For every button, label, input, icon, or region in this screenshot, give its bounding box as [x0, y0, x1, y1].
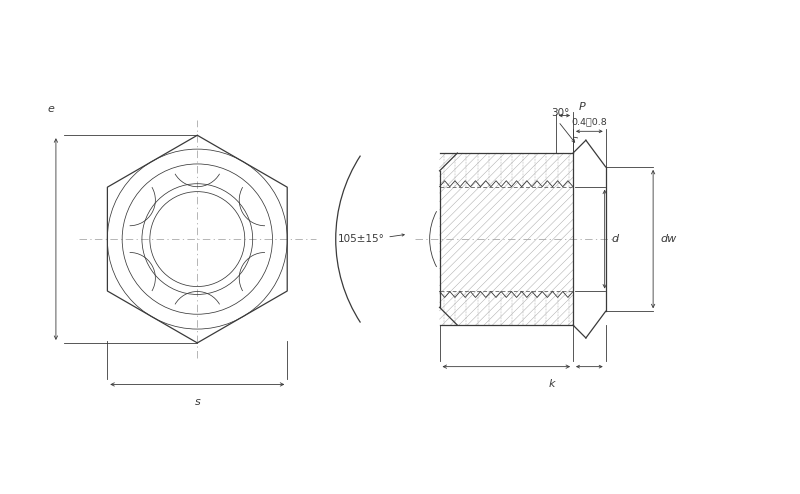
Text: 105±15°: 105±15°: [338, 234, 385, 244]
Text: 30°: 30°: [551, 109, 570, 119]
Text: dw: dw: [660, 234, 676, 244]
Text: d: d: [611, 234, 618, 244]
Text: P: P: [579, 102, 586, 112]
Text: s: s: [194, 397, 200, 407]
Text: e: e: [47, 104, 54, 114]
Text: k: k: [549, 378, 555, 388]
Text: 0.4～0.8: 0.4～0.8: [571, 118, 607, 126]
